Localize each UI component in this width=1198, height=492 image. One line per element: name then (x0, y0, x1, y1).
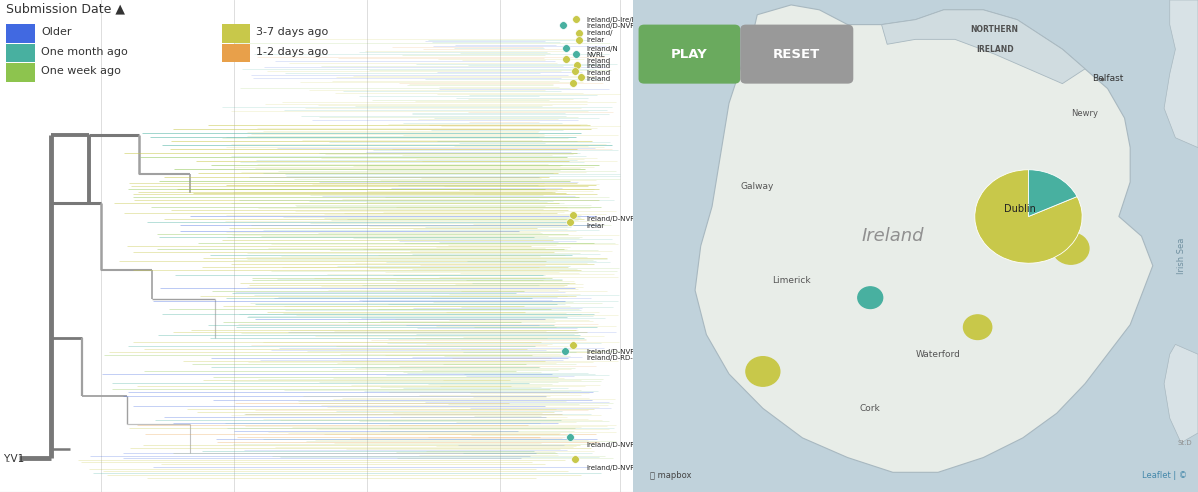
FancyBboxPatch shape (740, 25, 853, 84)
Wedge shape (975, 170, 1082, 263)
Text: Ireland/D-NVRL-2: Ireland/D-NVRL-2 (587, 216, 647, 222)
Text: Leaflet | ©: Leaflet | © (1142, 471, 1187, 480)
Text: Ireland/D-RD-20: Ireland/D-RD-20 (587, 355, 642, 361)
Text: Waterford: Waterford (915, 350, 961, 359)
Circle shape (858, 287, 883, 308)
Text: RESET: RESET (773, 48, 821, 61)
Text: Ireland: Ireland (587, 70, 611, 76)
Text: St.D: St.D (1178, 440, 1192, 446)
Text: One week ago: One week ago (41, 66, 121, 76)
Text: Ireland: Ireland (587, 76, 611, 82)
Text: Ireland/D-NVRL-: Ireland/D-NVRL- (587, 465, 642, 471)
Circle shape (963, 315, 992, 339)
Text: IRELAND: IRELAND (975, 45, 1014, 54)
Polygon shape (1164, 344, 1198, 443)
Bar (6, 24, 35, 43)
Text: Ireland: Ireland (587, 58, 611, 63)
Text: Belfast: Belfast (1091, 74, 1124, 83)
Text: Newry: Newry (1071, 109, 1099, 118)
Polygon shape (1164, 0, 1198, 148)
Text: Ireland/D-NVRL-20: Ireland/D-NVRL-20 (587, 23, 651, 29)
Text: Ireland/D-NVRL-A: Ireland/D-NVRL-A (587, 349, 647, 355)
Text: Irelar: Irelar (587, 37, 605, 43)
Text: Older: Older (41, 27, 72, 37)
Text: Ireland: Ireland (861, 227, 924, 245)
Text: Dublin: Dublin (1004, 204, 1036, 214)
Bar (6, 44, 35, 62)
Text: Ireland: Ireland (587, 63, 611, 69)
Bar (6, 63, 35, 82)
Text: Ireland/D-NVRL-2: Ireland/D-NVRL-2 (587, 442, 647, 448)
Text: Ireland/D-Ire/Bl: Ireland/D-Ire/Bl (587, 17, 639, 23)
Text: Y.V1: Y.V1 (4, 454, 24, 463)
Text: Ireland/N: Ireland/N (587, 46, 618, 52)
Bar (222, 24, 250, 43)
Text: Cork: Cork (860, 404, 881, 413)
Text: Ireland/: Ireland/ (587, 31, 613, 36)
Text: One month ago: One month ago (41, 47, 128, 57)
Bar (222, 44, 250, 62)
Text: NORTHERN: NORTHERN (970, 25, 1018, 34)
Text: 3-7 days ago: 3-7 days ago (256, 27, 328, 37)
FancyBboxPatch shape (639, 25, 740, 84)
Text: Irelar: Irelar (587, 223, 605, 229)
Text: Irish Sea: Irish Sea (1176, 238, 1186, 274)
Wedge shape (1028, 170, 1077, 216)
Text: Limerick: Limerick (772, 276, 810, 285)
Polygon shape (695, 5, 1152, 472)
Text: 1-2 days ago: 1-2 days ago (256, 47, 328, 57)
Circle shape (746, 357, 780, 386)
Text: PLAY: PLAY (671, 48, 708, 61)
Text: Galway: Galway (740, 183, 774, 191)
Text: Ⓜ mapbox: Ⓜ mapbox (649, 471, 691, 480)
Text: Submission Date ▲: Submission Date ▲ (6, 2, 126, 15)
Circle shape (1053, 233, 1089, 264)
Text: NVRL: NVRL (587, 52, 605, 58)
Polygon shape (882, 10, 1085, 84)
